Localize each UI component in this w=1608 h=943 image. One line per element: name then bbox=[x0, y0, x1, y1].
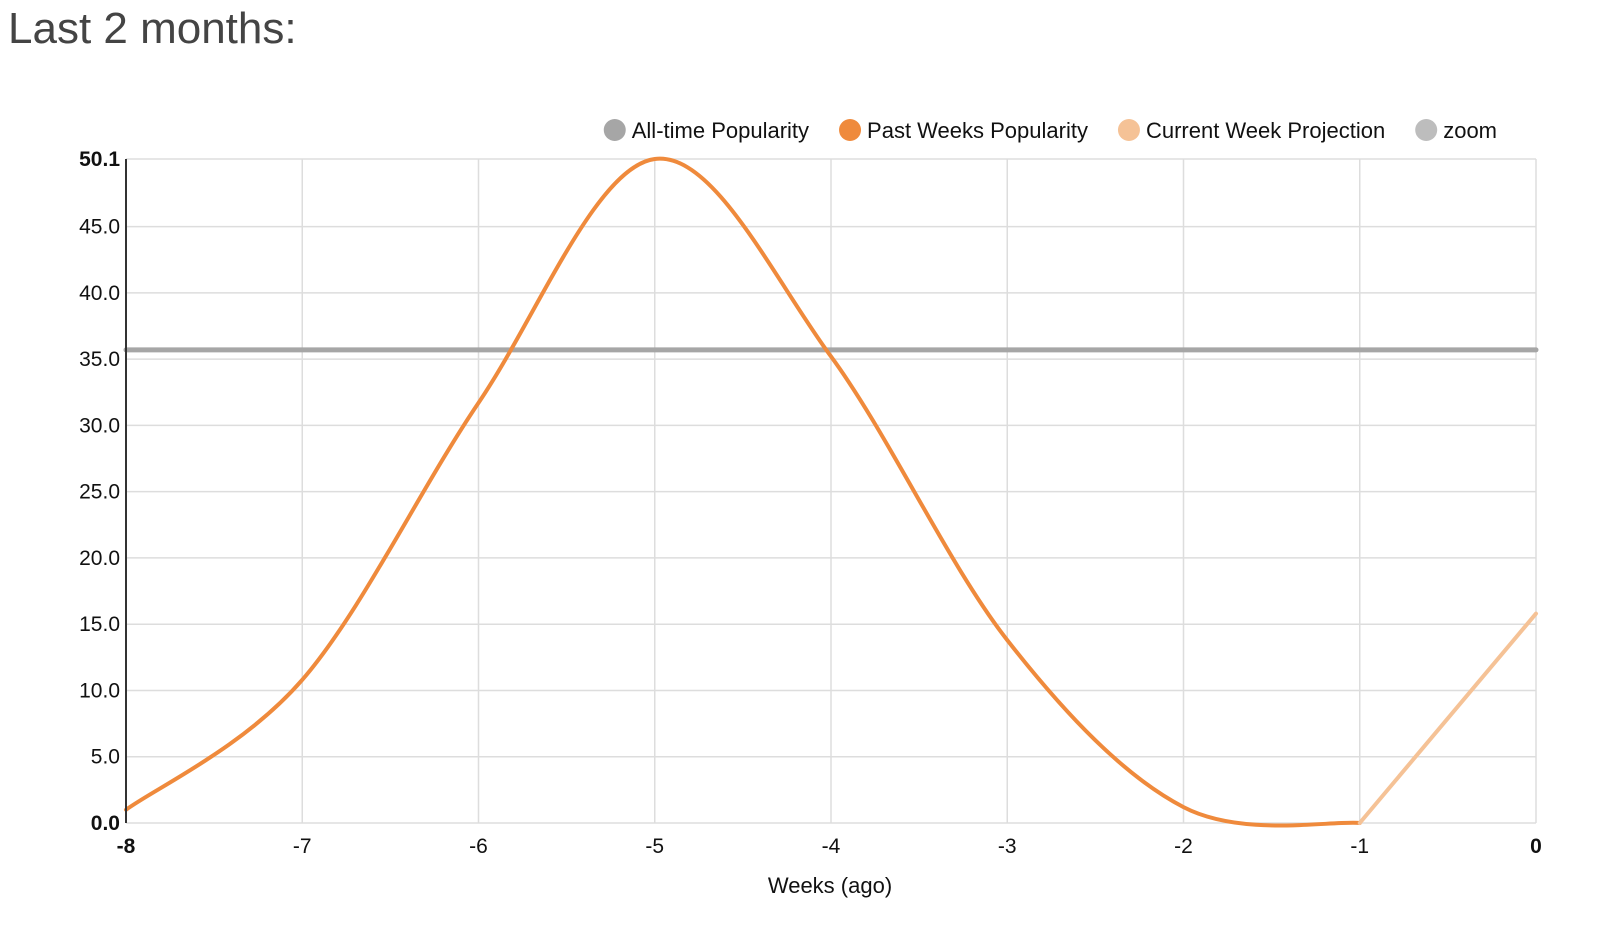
series-line-past-weeks-popularity bbox=[124, 156, 1362, 828]
x-tick-label: -7 bbox=[293, 835, 312, 858]
legend-item-current-week-projection[interactable]: Current Week Projection bbox=[1117, 118, 1385, 143]
y-tick-label: 15.0 bbox=[79, 613, 120, 636]
y-tick-label: 50.1 bbox=[79, 148, 120, 171]
x-tick-label: -3 bbox=[998, 835, 1017, 858]
legend-swatch bbox=[603, 119, 626, 141]
y-tick-label: 0.0 bbox=[91, 812, 120, 835]
x-axis-title: Weeks (ago) bbox=[768, 873, 892, 898]
y-tick-label: 25.0 bbox=[79, 481, 120, 504]
x-tick-label: -8 bbox=[117, 835, 136, 858]
y-tick-label: 20.0 bbox=[79, 547, 120, 570]
x-tick-label: -2 bbox=[1174, 835, 1193, 858]
y-tick-label: 35.0 bbox=[79, 348, 120, 371]
x-tick-label: -5 bbox=[645, 835, 664, 858]
y-tick-label: 5.0 bbox=[91, 746, 120, 769]
legend-swatch bbox=[1415, 119, 1438, 141]
legend-item-all-time-popularity[interactable]: All-time Popularity bbox=[603, 118, 809, 143]
y-tick-label: 45.0 bbox=[79, 216, 120, 239]
legend-label: zoom bbox=[1443, 118, 1497, 143]
series-lines bbox=[123, 156, 1539, 828]
y-tick-label: 30.0 bbox=[79, 414, 120, 437]
x-tick-label: 0 bbox=[1530, 835, 1542, 858]
gridlines bbox=[125, 158, 1537, 824]
x-tick-label: -6 bbox=[469, 835, 488, 858]
series-line-current-week-projection bbox=[1357, 611, 1538, 825]
y-tick-label: 10.0 bbox=[79, 679, 120, 702]
legend-label: Past Weeks Popularity bbox=[867, 118, 1088, 143]
legend-label: All-time Popularity bbox=[632, 118, 809, 143]
legend-item-zoom[interactable]: zoom bbox=[1415, 118, 1497, 143]
x-tick-label: -4 bbox=[822, 835, 841, 858]
axes: -8 -7 -6 -5 -4 -3 -2 -1 0 0.0 5.0 10.0 15.0 20.0 25.0 3… bbox=[79, 148, 1542, 858]
x-tick-label: -1 bbox=[1350, 835, 1369, 858]
legend-swatch bbox=[839, 119, 862, 141]
legend[interactable]: All-time Popularity Past Weeks Popularity… bbox=[603, 118, 1497, 143]
y-tick-label: 40.0 bbox=[79, 282, 120, 305]
legend-label: Current Week Projection bbox=[1146, 118, 1385, 143]
page-title: Last 2 months: bbox=[8, 4, 297, 53]
legend-item-past-weeks-popularity[interactable]: Past Weeks Popularity bbox=[839, 118, 1088, 143]
legend-swatch bbox=[1117, 119, 1140, 141]
